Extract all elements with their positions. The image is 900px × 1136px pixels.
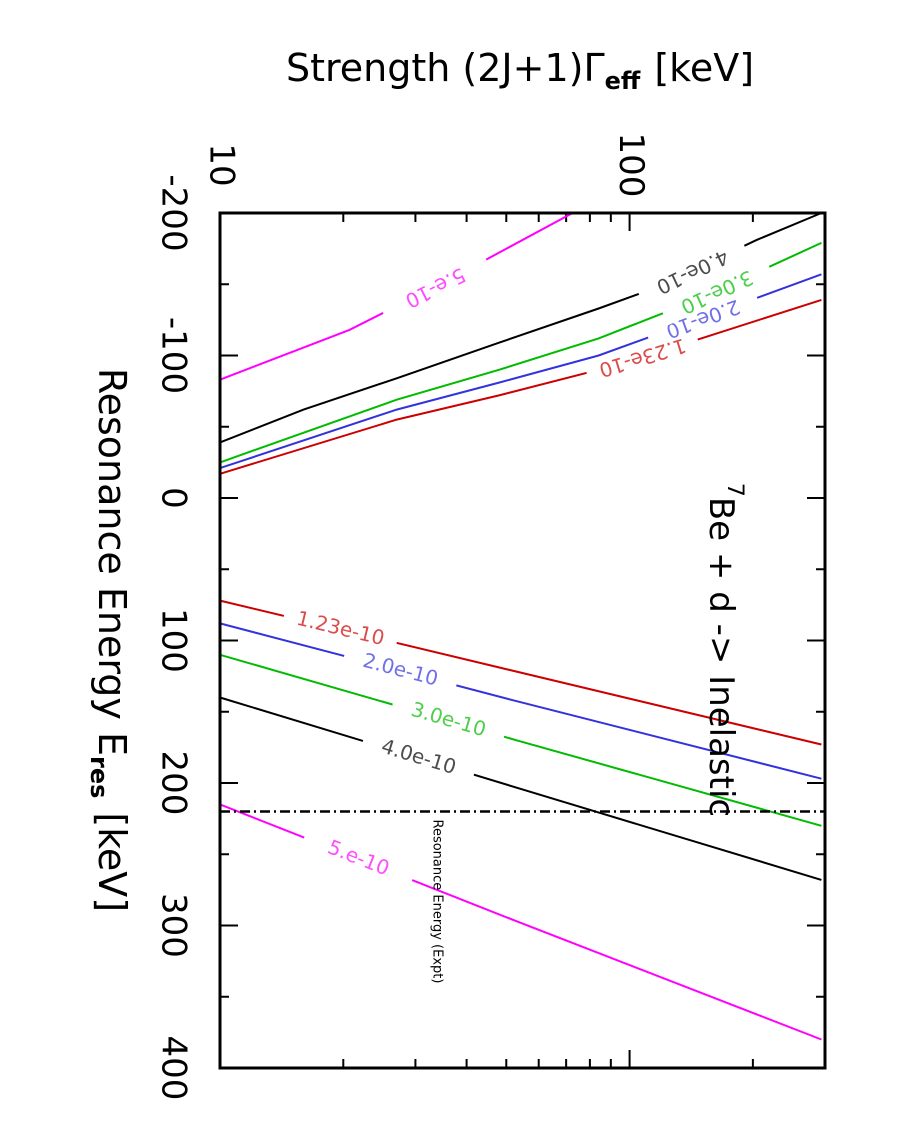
contour-label-bg	[281, 605, 400, 654]
annotation: 7Be + d -> Inelastic	[702, 483, 748, 817]
annotation-sup: 7	[722, 483, 747, 497]
x-axis-title-unit: [keV]	[91, 812, 135, 912]
contour-label-bg	[634, 235, 750, 306]
annotation-text: Be + d -> Inelastic	[702, 497, 742, 817]
x-tick-label: 0	[154, 487, 194, 509]
contour-label-bg	[359, 730, 478, 786]
reference-label: Resonance Energy (Expt)	[430, 820, 445, 984]
x-tick-label: 300	[154, 893, 194, 958]
contour-label-bg	[644, 287, 761, 349]
x-tick-label: -100	[154, 317, 194, 394]
x-axis-title-main: Resonance Energy E	[91, 368, 135, 756]
y-axis-title-unit: [keV]	[654, 46, 754, 90]
x-axis-title: Resonance Energy Eres [keV]	[85, 368, 135, 912]
x-tick-label: -200	[154, 174, 194, 251]
contour-line	[219, 653, 822, 827]
contour-label-bg	[659, 256, 774, 326]
x-tick-label: 100	[154, 608, 194, 673]
y-tick-label: 10	[202, 143, 242, 186]
contour-line	[219, 696, 822, 881]
contour-line	[219, 622, 822, 780]
contour-label-bg	[341, 645, 460, 697]
x-tick-label: 200	[154, 751, 194, 816]
x-axis-title-sub: res	[85, 756, 113, 798]
y-axis-title: Strength (2J+1)Γeff [keV]	[286, 46, 754, 96]
contour-line	[219, 298, 822, 475]
y-axis-title-sub: eff	[605, 67, 641, 95]
x-tick-label: 400	[154, 1036, 194, 1101]
contour-label-bg	[300, 827, 417, 891]
contour-label-bg	[389, 693, 508, 748]
contour-label-bg	[583, 329, 701, 384]
y-axis-title-main: Strength (2J+1)Γ	[286, 46, 605, 90]
plot-frame	[218, 211, 827, 1070]
contour-label-bg	[378, 250, 492, 323]
y-tick-label: 100	[611, 133, 651, 198]
